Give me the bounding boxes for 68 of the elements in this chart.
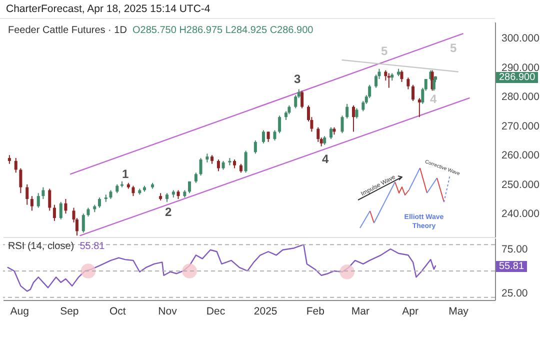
y-tick-label: 75.00 (502, 243, 528, 256)
candlestick (19, 168, 22, 194)
text: CharterForecast, Apr 18, 2025 15:14 UTC-4 (6, 3, 210, 15)
annotation: 5 (450, 41, 457, 55)
candlestick (14, 158, 18, 174)
annotation: 2 (165, 205, 172, 219)
x-tick-label: Aug (10, 306, 30, 318)
candlestick (52, 204, 56, 222)
y-tick-label: 280.000 (502, 91, 540, 104)
x-tick-label: Feb (306, 306, 325, 318)
candlestick (266, 131, 270, 142)
candlestick (418, 98, 421, 118)
candlestick (300, 90, 304, 109)
candlestick (199, 158, 202, 176)
candlestick (42, 186, 45, 200)
y-tick-label: 290.000 (502, 62, 540, 74)
candlestick (216, 158, 220, 172)
candlestick (30, 196, 34, 212)
candlestick (244, 150, 248, 174)
candlestick (340, 115, 344, 134)
candlestick (355, 108, 358, 120)
y-tick-label: 300.000 (502, 32, 540, 45)
candlestick (352, 104, 356, 132)
annotation: 4 (322, 152, 329, 166)
candlestick (36, 192, 40, 208)
x-tick-label: Dec (206, 306, 226, 318)
annotation: O285.750 H286.975 L284.925 C286.900 (131, 25, 314, 36)
candlestick (132, 185, 135, 197)
candlestick (278, 115, 282, 134)
candlestick (48, 188, 52, 212)
candlestick (194, 172, 198, 184)
y-tick-label: 250.000 (502, 178, 540, 191)
candlestick (387, 72, 390, 88)
x-tick-label: Sep (60, 306, 79, 318)
annotation: 55.81 (78, 241, 105, 252)
candlestick (82, 213, 85, 234)
text: 286.900 (496, 72, 538, 83)
x-tick-label: May (448, 306, 470, 318)
annotation: 1 (122, 167, 129, 181)
candlestick (316, 126, 320, 142)
candlestick (64, 198, 68, 214)
y-tick-label: 270.000 (502, 120, 540, 132)
chart-title: RSI (14, close) (8, 241, 74, 252)
candlestick (406, 77, 410, 90)
annotation: 55.81 (496, 261, 528, 272)
chart-title: Feeder Cattle Futures · 1D (8, 25, 127, 36)
annotation: 4 (430, 92, 437, 106)
candlestick (26, 184, 29, 206)
candlestick (98, 197, 101, 208)
candlestick (254, 140, 257, 154)
candlestick (330, 126, 332, 140)
x-tick-label: Mar (351, 306, 370, 318)
annotation: 5 (381, 44, 388, 58)
x-tick-label: Nov (158, 306, 178, 318)
candlestick (273, 130, 276, 141)
y-tick-label: 25.00 (502, 287, 528, 300)
candlestick (346, 103, 349, 120)
annotation: 3 (294, 72, 301, 86)
line-series (7, 244, 436, 292)
candlestick (59, 201, 62, 220)
x-tick-label: Apr (402, 306, 419, 318)
x-tick-label: Oct (109, 306, 126, 318)
candlestick (400, 70, 404, 82)
candlestick (412, 84, 414, 102)
y-tick-label: 260.000 (502, 150, 540, 162)
x-tick-label: 2025 (254, 306, 278, 318)
y-tick-label: 240.000 (502, 208, 540, 220)
candlestick (262, 130, 265, 144)
